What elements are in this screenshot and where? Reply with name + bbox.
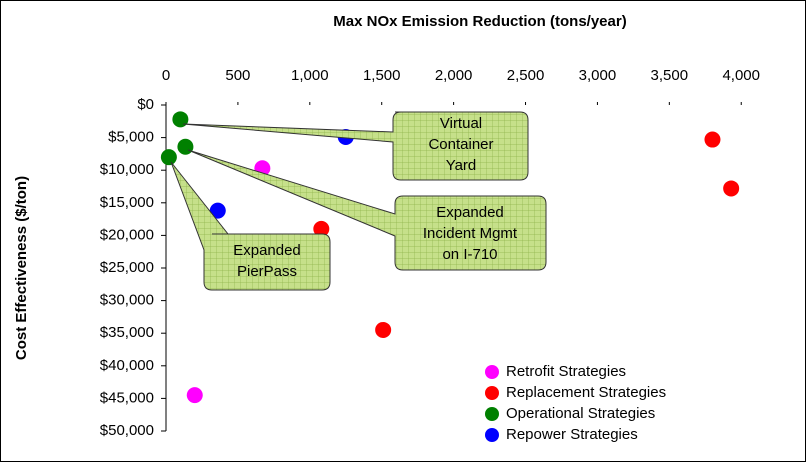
- y-tick-label: $40,000: [100, 357, 154, 374]
- legend-marker: [485, 386, 499, 400]
- y-tick-label: $50,000: [100, 422, 154, 439]
- y-tick-label: $0: [137, 96, 154, 113]
- point: [172, 111, 189, 128]
- point: [375, 321, 392, 338]
- annotation: Expanded PierPass: [233, 242, 301, 280]
- point: [186, 387, 203, 404]
- point: [160, 149, 177, 166]
- legend-label: Repower Strategies: [506, 426, 638, 443]
- annotation-line: Expanded: [233, 242, 301, 259]
- annotation-line: Yard: [446, 157, 477, 174]
- legend-marker: [485, 365, 499, 379]
- y-tick-label: $15,000: [100, 194, 154, 211]
- legend-label: Replacement Strategies: [506, 384, 666, 401]
- x-tick-label: 0: [162, 67, 170, 84]
- point: [723, 180, 740, 197]
- legend-marker: [485, 407, 499, 421]
- annotation-line: Virtual: [440, 115, 482, 132]
- x-tick-label: 4,000: [722, 67, 760, 84]
- annotation-line: Expanded: [436, 204, 504, 221]
- y-tick-label: $20,000: [100, 226, 154, 243]
- y-tick-label: $10,000: [100, 161, 154, 178]
- annotation: Expanded Incident Mgmt on I-710: [423, 204, 518, 263]
- annotation: Virtual Container Yard: [428, 115, 493, 174]
- annotation-line: Container: [428, 136, 493, 153]
- x-tick-label: 3,500: [651, 67, 689, 84]
- y-tick-label: $35,000: [100, 324, 154, 341]
- annotation-line: PierPass: [237, 263, 297, 280]
- legend-label: Retrofit Strategies: [506, 363, 626, 380]
- point: [177, 138, 194, 155]
- annotation-line: Incident Mgmt: [423, 225, 518, 242]
- y-tick-label: $5,000: [108, 129, 154, 146]
- point: [704, 131, 721, 148]
- x-tick-label: 1,000: [291, 67, 329, 84]
- x-tick-label: 2,000: [435, 67, 473, 84]
- y-tick-label: $45,000: [100, 389, 154, 406]
- x-tick-label: 2,500: [507, 67, 545, 84]
- x-tick-label: 1,500: [363, 67, 401, 84]
- y-tick-label: $25,000: [100, 259, 154, 276]
- annotation-line: on I-710: [442, 246, 497, 263]
- y-axis-label: Cost Effectiveness ($/ton): [13, 176, 30, 360]
- x-tick-label: 500: [225, 67, 250, 84]
- x-tick-label: 3,000: [579, 67, 617, 84]
- legend-label: Operational Strategies: [506, 405, 655, 422]
- legend-marker: [485, 428, 499, 442]
- point: [209, 202, 226, 219]
- y-tick-label: $30,000: [100, 292, 154, 309]
- callout: Expanded Incident Mgmt on I-710: [187, 149, 547, 271]
- callout: Virtual Container Yard: [182, 111, 529, 181]
- chart-title: Max NOx Emission Reduction (tons/year): [333, 13, 626, 30]
- callout: Expanded PierPass: [170, 161, 331, 291]
- point: [313, 220, 330, 237]
